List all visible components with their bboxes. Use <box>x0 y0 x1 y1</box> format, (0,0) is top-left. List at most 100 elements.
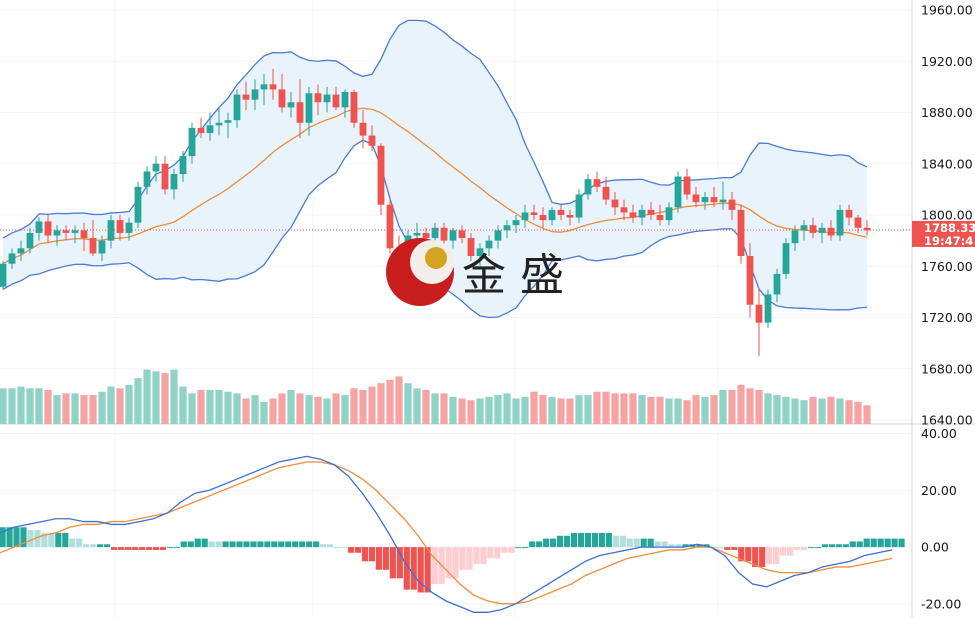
signal-line <box>0 461 893 605</box>
volume-bar <box>143 369 151 424</box>
candle-body <box>71 230 79 233</box>
macd-histogram-bar <box>257 541 264 548</box>
macd-histogram-bar <box>849 541 856 548</box>
volume-bar <box>395 376 403 424</box>
current-price-tag: 1788.33 19:47:4 <box>0 220 975 248</box>
candle-body <box>629 212 637 218</box>
price-axis[interactable]: 1960.00 1920.00 1880.00 1840.00 1800.00 1760.… <box>921 3 973 612</box>
volume-bar <box>332 393 340 424</box>
candle-body <box>206 125 214 133</box>
volume-bar <box>458 398 466 424</box>
price-tag-countdown: 19:47:4 <box>924 234 973 248</box>
volume-bar <box>476 398 484 424</box>
candle-body <box>161 163 169 190</box>
macd-histogram-bar <box>584 532 592 548</box>
volume-bar <box>116 388 124 424</box>
macd-histogram-bar <box>800 547 808 550</box>
candle-body <box>647 209 655 215</box>
macd-panel <box>0 455 905 613</box>
macd-histogram-bar <box>738 547 745 562</box>
volume-bar <box>521 396 529 424</box>
volume-bar <box>440 393 448 424</box>
volume-bar <box>251 395 259 424</box>
volume-bar <box>134 378 142 424</box>
volume-bar <box>719 390 727 424</box>
volume-bar <box>314 396 322 424</box>
volume-bar <box>467 400 475 424</box>
macd-histogram-bar <box>194 538 201 548</box>
macd-histogram-bar <box>285 541 292 548</box>
macd-histogram-bar <box>347 547 355 553</box>
volume-bar <box>107 386 115 424</box>
volume-bar <box>359 390 367 424</box>
macd-histogram-bar <box>598 532 605 548</box>
macd-histogram-bar <box>382 547 389 570</box>
macd-histogram-bar <box>403 547 410 590</box>
volume-bar <box>773 395 781 424</box>
macd-histogram-bar <box>745 547 752 562</box>
volume-bar <box>593 391 601 424</box>
macd-histogram-bar <box>55 532 62 548</box>
candle-body <box>548 209 556 221</box>
macd-histogram-bar <box>752 547 759 567</box>
volume-bar <box>170 369 178 424</box>
candle-body <box>17 248 25 254</box>
volume-bar <box>746 388 754 424</box>
macd-histogram-bar <box>306 541 313 548</box>
volume-bar <box>125 384 133 424</box>
macd-histogram-bar <box>424 547 431 593</box>
volume-bar <box>818 398 826 424</box>
logo-emblem-dot <box>425 247 447 269</box>
candle-body <box>773 273 781 295</box>
macd-histogram-bar <box>473 547 480 565</box>
macd-histogram-bar <box>877 538 884 548</box>
volume-bar <box>782 396 790 424</box>
price-tick-label: 1760.00 <box>921 259 973 274</box>
candle-body <box>224 120 232 123</box>
price-tick-label: 1800.00 <box>921 208 973 223</box>
price-tick-label: 1680.00 <box>921 361 973 376</box>
macd-histogram-bar <box>97 544 104 548</box>
macd-histogram-bar <box>682 544 689 548</box>
candle-body <box>449 230 457 241</box>
volume-bar <box>197 390 205 424</box>
candle-body <box>845 209 853 218</box>
candle-body <box>557 209 565 215</box>
macd-histogram-bar <box>508 547 515 553</box>
macd-histogram-bar <box>466 547 473 570</box>
candle-body <box>836 209 844 236</box>
candle-body <box>44 221 52 236</box>
volume-bar <box>35 388 43 424</box>
macd-histogram-bar <box>215 541 222 548</box>
macd-histogram-bar <box>828 544 835 548</box>
volume-bar <box>44 390 52 424</box>
macd-histogram-bar <box>62 532 69 548</box>
macd-histogram-bar <box>570 532 578 548</box>
macd-histogram-bar <box>842 544 849 548</box>
volume-bar <box>431 393 439 424</box>
macd-histogram-bar <box>550 538 557 548</box>
candle-body <box>125 222 133 233</box>
volume-bar <box>566 398 574 424</box>
macd-histogram-bar <box>131 547 139 550</box>
volume-bar <box>827 396 835 424</box>
candle-body <box>503 225 511 231</box>
candle-body <box>413 232 421 236</box>
candle-body <box>710 197 718 203</box>
macd-histogram-bar <box>166 547 173 549</box>
macd-histogram-bar <box>34 530 41 548</box>
candle-body <box>638 209 646 218</box>
candle-body <box>800 225 808 231</box>
candle-body <box>152 163 160 172</box>
volume-bar <box>269 398 277 424</box>
macd-histogram-bar <box>619 535 626 548</box>
macd-histogram-bar <box>417 547 424 593</box>
candle-body <box>296 102 304 123</box>
candle-body <box>359 122 367 136</box>
candle-body <box>305 93 313 123</box>
volume-bar <box>161 373 169 424</box>
candle-body <box>53 230 61 236</box>
price-tag-value: 1788.33 <box>924 221 975 235</box>
